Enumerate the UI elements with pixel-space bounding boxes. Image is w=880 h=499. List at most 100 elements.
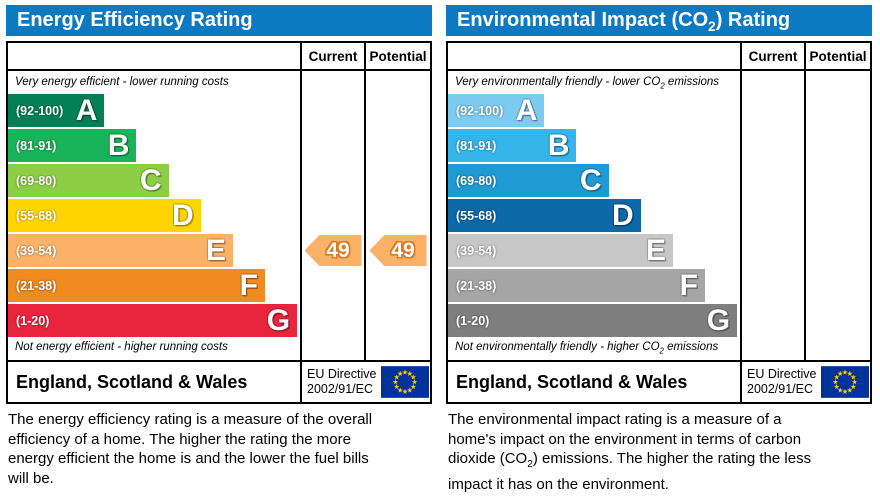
eu-flag-star [397,387,404,393]
energy-header-row: Current Potential [8,43,430,71]
co2-panel-title: Environmental Impact (CO2) Rating [446,5,872,36]
band-row-c: (69-80) C [8,163,300,198]
eu-flag-star [847,387,854,393]
title-subscript: 2 [708,19,716,34]
current-cell-b [742,128,804,163]
eu-flag-star [852,379,858,385]
current-cell-b [302,128,364,163]
band-range-label: (69-80) [16,173,57,188]
energy-potential-column: 49 [364,71,430,360]
potential-cell-b [366,128,430,163]
potential-cell-e [806,233,870,268]
potential-cell-a [366,93,430,128]
title-text: Environmental Impact (CO [457,9,709,31]
eu-flag-star [851,374,857,380]
current-cell-c [742,163,804,198]
co2-current-column [740,71,804,360]
co2-chart-box: Current Potential Very environmentally f… [446,41,872,404]
band-letter: F [239,268,258,302]
caption-text: Very energy efficient - lower running co… [15,76,229,88]
eu-flag-star [394,374,400,380]
band-bar-g: (1-20) G [448,303,738,337]
eu-flag-star [837,370,844,377]
caption-subscript: 2 [660,81,665,91]
energy-footer: England, Scotland & Wales EU Directive 2… [8,360,430,402]
current-cell-f [302,268,364,303]
eu-flag-star [393,379,399,385]
eu-flag-icon [381,366,430,398]
band-range-label: (1-20) [16,313,50,328]
band-row-c: (69-80) C [448,163,740,198]
band-bar-a: (92-100) A [8,94,105,127]
current-cell-f [742,268,804,303]
caption-text: Not energy efficient - higher running co… [15,341,228,353]
current-column-header: Current [740,43,804,69]
band-range-label: (92-100) [456,103,504,118]
band-bar-d: (55-68) D [8,199,201,232]
energy-panel-title: Energy Efficiency Rating [6,5,432,36]
eu-directive-label: EU Directive 2002/91/EC [307,367,376,397]
band-letter: E [645,233,666,267]
band-letter: C [579,163,602,197]
band-bar-b: (81-91) B [448,128,577,162]
potential-rating-value: 49 [391,239,415,262]
bottom-caption: Not environmentally friendly - higher CO… [448,338,740,360]
co2-band-rows: (92-100) A (81-91) B (69-80) C (55-68) D (39-54)… [448,93,740,338]
band-bar-c: (69-80) C [448,164,609,197]
band-range-label: (69-80) [456,173,497,188]
band-row-a: (92-100) A [448,93,740,128]
band-letter: F [679,268,698,302]
band-range-label: (1-20) [456,313,490,328]
band-letter: D [172,198,194,232]
current-rating-arrow: 49 [304,235,362,266]
potential-cell-a [806,93,870,128]
band-letter: G [706,303,731,337]
current-cell-e: 49 [302,233,364,268]
band-row-d: (55-68) D [8,198,300,233]
co2-potential-column [804,71,870,360]
column-spacer [806,71,870,93]
description-text-post: ) emissions. The higher the rating the l… [448,450,812,493]
caption-text: Not environmentally friendly - higher CO [455,341,660,353]
co2-header-row: Current Potential [448,43,870,71]
band-letter: B [547,128,570,162]
caption-text-post: emissions [663,341,719,353]
band-row-e: (39-54) E [8,233,300,268]
potential-rating-arrow: 49 [369,235,427,266]
eu-flag-star [411,374,417,380]
eu-flag-star [412,379,418,385]
co2-footer: England, Scotland & Wales EU Directive 2… [448,360,870,402]
band-letter: C [139,163,162,197]
band-range-label: (21-38) [456,278,497,293]
energy-efficiency-panel: Energy Efficiency Rating Current Potenti… [6,5,432,494]
eu-directive-label: EU Directive 2002/91/EC [747,367,816,397]
potential-cell-f [806,268,870,303]
band-letter: D [612,198,634,232]
band-letter: B [107,128,130,162]
band-range-label: (92-100) [16,103,64,118]
band-range-label: (55-68) [456,208,497,223]
band-row-a: (92-100) A [8,93,300,128]
description-text: The energy efficiency rating is a measur… [8,411,373,487]
potential-cell-c [366,163,430,198]
header-blank-cell [448,43,740,69]
region-label: England, Scotland & Wales [456,371,688,392]
current-cell-a [742,93,804,128]
potential-column-header: Potential [364,43,430,69]
band-range-label: (55-68) [16,208,57,223]
title-text-post: ) Rating [715,9,791,31]
energy-chart-body: Very energy efficient - lower running co… [8,71,430,360]
eu-flag-star [834,383,840,390]
caption-text: Very environmentally friendly - lower CO [455,76,661,88]
current-cell-d [742,198,804,233]
band-bar-c: (69-80) C [8,164,169,197]
eu-flag-star [834,374,840,380]
bottom-caption: Not energy efficient - higher running co… [8,338,300,360]
band-range-label: (81-91) [16,138,57,153]
band-row-b: (81-91) B [448,128,740,163]
directive-cell: EU Directive 2002/91/EC [300,362,430,402]
current-cell-a [302,93,364,128]
energy-band-rows: (92-100) A (81-91) B (69-80) C (55-68) D (39-54)… [8,93,300,338]
description-subscript: 2 [527,459,533,470]
